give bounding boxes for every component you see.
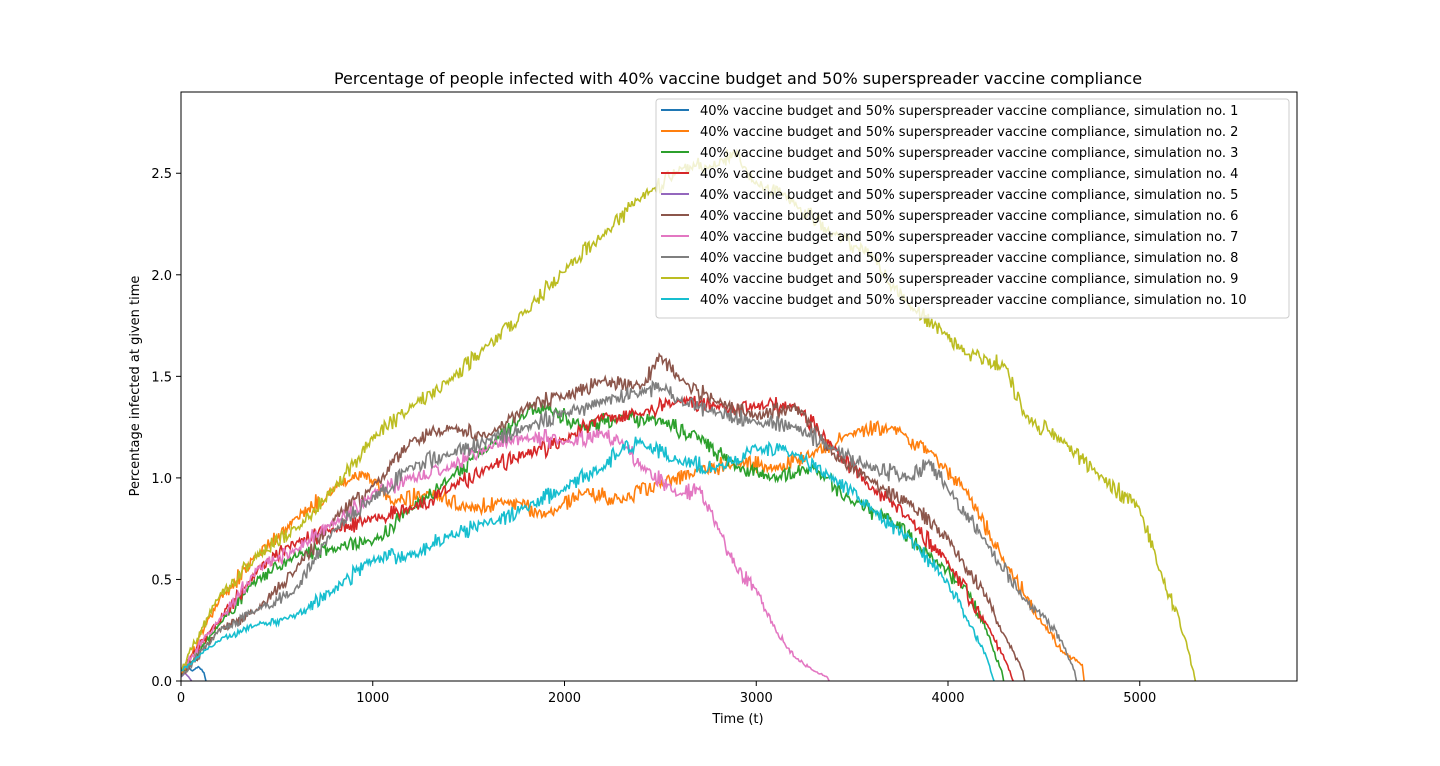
x-tick-label: 4000 — [931, 691, 964, 706]
x-tick-label: 3000 — [740, 691, 773, 706]
x-tick-label: 1000 — [356, 691, 389, 706]
y-tick-label: 0.5 — [151, 573, 172, 588]
axes-frame — [180, 91, 1298, 682]
x-tick-label: 0 — [177, 691, 185, 706]
y-tick-label: 1.0 — [151, 472, 172, 487]
legend-box — [655, 98, 1290, 319]
x-tick-label: 5000 — [1123, 691, 1156, 706]
legend-label-10: 40% vaccine budget and 50% superspreader… — [700, 293, 1247, 308]
legend-label-3: 40% vaccine budget and 50% superspreader… — [700, 146, 1238, 161]
legend-label-4: 40% vaccine budget and 50% superspreader… — [700, 167, 1238, 182]
legend: 40% vaccine budget and 50% superspreader… — [655, 98, 1290, 319]
legend-label-8: 40% vaccine budget and 50% superspreader… — [700, 251, 1238, 266]
chart-title: Percentage of people infected with 40% v… — [334, 69, 1142, 88]
legend-label-9: 40% vaccine budget and 50% superspreader… — [700, 272, 1238, 287]
legend-label-7: 40% vaccine budget and 50% superspreader… — [700, 230, 1238, 245]
legend-label-5: 40% vaccine budget and 50% superspreader… — [700, 188, 1238, 203]
y-tick-label: 2.5 — [151, 167, 172, 182]
series-line-6 — [181, 352, 1026, 681]
series-line-2 — [181, 420, 1085, 681]
y-tick-label: 2.0 — [151, 269, 172, 284]
legend-label-2: 40% vaccine budget and 50% superspreader… — [700, 125, 1238, 140]
x-axis-label: Time (t) — [711, 712, 763, 727]
axes: 0 1000 2000 3000 4000 5000 0.0 0.5 1.0 1.5 2.0 2.5 — [151, 91, 1298, 706]
series-line-4 — [181, 395, 1014, 681]
legend-label-1: 40% vaccine budget and 50% superspreader… — [700, 104, 1238, 119]
x-tick-label: 2000 — [548, 691, 581, 706]
series-line-7 — [181, 428, 830, 681]
y-tick-label: 0.0 — [151, 675, 172, 690]
legend-label-6: 40% vaccine budget and 50% superspreader… — [700, 209, 1238, 224]
series-line-10 — [181, 436, 995, 681]
y-tick-label: 1.5 — [151, 370, 172, 385]
series-line-8 — [181, 379, 1078, 681]
y-axis-label: Percentage infected at given time — [128, 276, 143, 497]
